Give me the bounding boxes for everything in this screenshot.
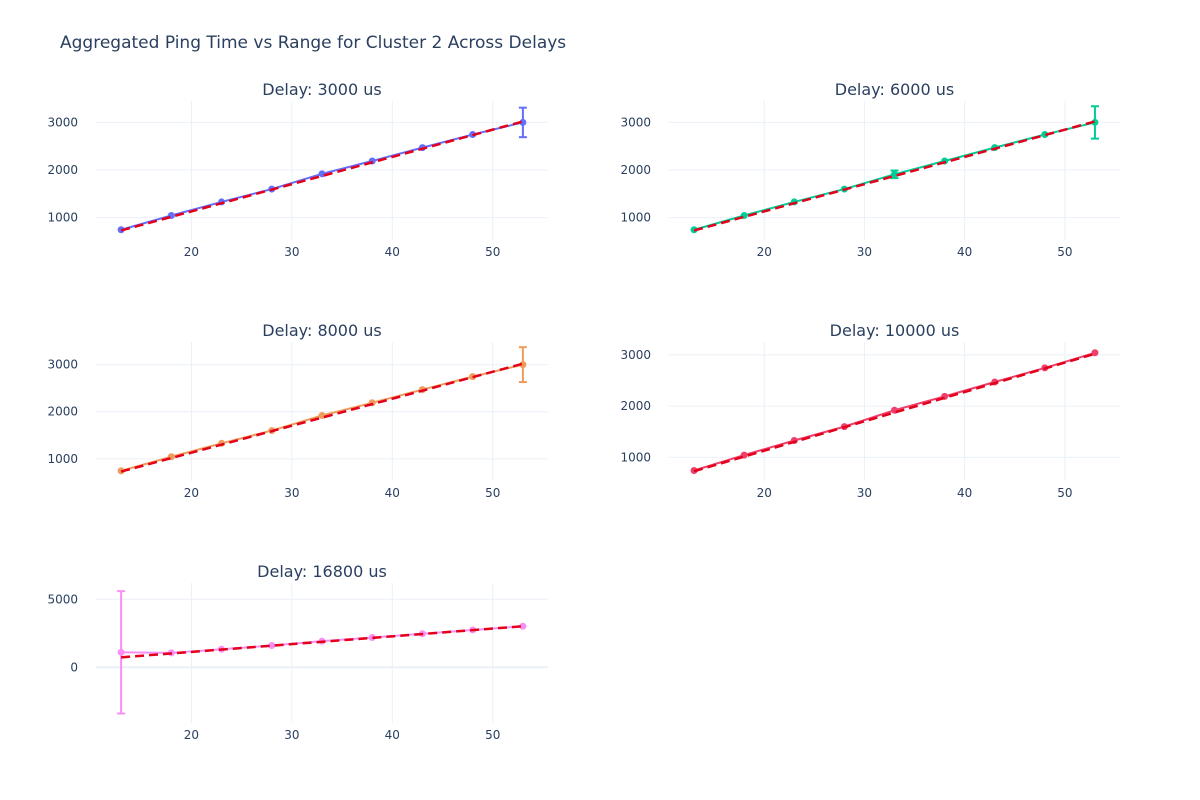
subplot-1: Delay: 3000 us 20 30 40 50 1000 2000 3000 xyxy=(47,80,548,259)
data-point xyxy=(1091,349,1099,357)
y-tick-label: 3000 xyxy=(620,115,651,129)
y-tick-label: 3000 xyxy=(47,358,78,372)
subplot-title: Delay: 6000 us xyxy=(835,80,954,99)
subplot-title: Delay: 16800 us xyxy=(257,562,387,581)
x-tick-label: 30 xyxy=(284,245,299,259)
subplot-4: Delay: 10000 us 20 30 40 50 1000 2000 3000 xyxy=(620,321,1120,500)
x-tick-label: 20 xyxy=(757,245,772,259)
y-tick-label: 2000 xyxy=(620,399,651,413)
data-point xyxy=(891,170,898,178)
data-point xyxy=(1041,131,1049,139)
subplot-title: Delay: 10000 us xyxy=(830,321,960,340)
x-tick-label: 40 xyxy=(385,486,400,500)
x-tick-label: 50 xyxy=(485,245,500,259)
x-tick-label: 30 xyxy=(284,728,299,742)
x-tick-label: 40 xyxy=(385,728,400,742)
x-tick-label: 40 xyxy=(957,486,972,500)
x-tick-label: 50 xyxy=(1057,486,1072,500)
data-point xyxy=(268,642,276,650)
y-tick-label: 2000 xyxy=(47,405,78,419)
y-tick-label: 1000 xyxy=(47,452,78,466)
x-tick-label: 20 xyxy=(757,486,772,500)
y-tick-label: 1000 xyxy=(620,450,651,464)
x-tick-label: 40 xyxy=(385,245,400,259)
data-point xyxy=(117,648,125,656)
data-point xyxy=(318,170,326,178)
subplot-title: Delay: 3000 us xyxy=(262,80,381,99)
x-tick-label: 30 xyxy=(857,486,872,500)
x-tick-label: 50 xyxy=(1057,245,1072,259)
y-tick-label: 3000 xyxy=(47,115,78,129)
y-tick-label: 5000 xyxy=(47,592,78,606)
x-tick-label: 30 xyxy=(857,245,872,259)
subplot-2: Delay: 6000 us 20 30 40 50 1000 2000 3000 xyxy=(620,80,1120,259)
x-tick-label: 20 xyxy=(184,245,199,259)
y-tick-label: 2000 xyxy=(47,163,78,177)
y-tick-label: 3000 xyxy=(620,348,651,362)
subplot-title: Delay: 8000 us xyxy=(262,321,381,340)
x-tick-label: 20 xyxy=(184,728,199,742)
subplot-5: Delay: 16800 us 20 30 40 50 0 5000 xyxy=(47,562,548,742)
subplot-3: Delay: 8000 us 20 30 40 50 1000 2000 3000 xyxy=(47,321,548,500)
x-tick-label: 50 xyxy=(485,728,500,742)
data-point xyxy=(368,634,376,642)
y-tick-label: 1000 xyxy=(620,211,651,225)
chart-title: Aggregated Ping Time vs Range for Cluste… xyxy=(60,33,567,53)
x-tick-label: 50 xyxy=(485,486,500,500)
x-tick-label: 30 xyxy=(284,486,299,500)
x-tick-label: 20 xyxy=(184,486,199,500)
data-point xyxy=(318,412,326,420)
x-tick-label: 40 xyxy=(957,245,972,259)
fit-line xyxy=(121,624,523,659)
y-tick-label: 1000 xyxy=(47,211,78,225)
data-point xyxy=(519,622,527,630)
y-tick-label: 0 xyxy=(70,660,78,674)
y-tick-label: 2000 xyxy=(620,163,651,177)
